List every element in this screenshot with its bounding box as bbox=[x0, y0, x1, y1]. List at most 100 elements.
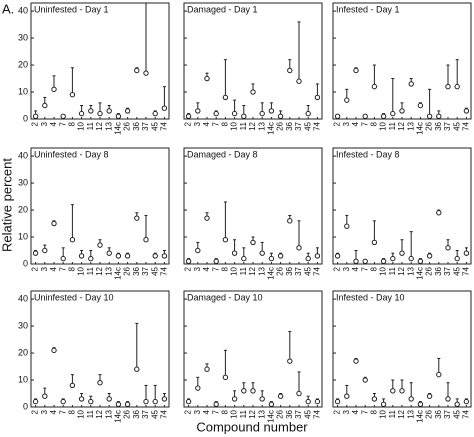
x-tick-label: 45 bbox=[452, 266, 461, 275]
x-tick-label: 45 bbox=[303, 121, 312, 130]
point bbox=[222, 237, 229, 243]
point bbox=[417, 258, 424, 265]
x-tick-label: 2 bbox=[31, 266, 40, 271]
point bbox=[334, 398, 341, 405]
panel-title: Infested - Day 8 bbox=[336, 149, 400, 159]
y-tick-label: 40 bbox=[18, 150, 28, 160]
x-tick-label: 11 bbox=[239, 121, 248, 130]
y-tick-label: 30 bbox=[18, 320, 28, 330]
point bbox=[161, 105, 168, 111]
x-tick-label: 10 bbox=[230, 121, 239, 130]
point bbox=[305, 255, 311, 262]
y-tick-label: 20 bbox=[18, 347, 28, 357]
x-tick-label: 37 bbox=[141, 409, 150, 418]
panel-title: Infested - Day 1 bbox=[336, 4, 400, 14]
x-tick-label: 36 bbox=[132, 266, 141, 275]
point bbox=[426, 393, 433, 399]
x-tick-label: 37 bbox=[294, 266, 303, 275]
point bbox=[161, 396, 168, 402]
x-tick-label: 36 bbox=[285, 409, 294, 418]
point bbox=[353, 67, 359, 74]
y-tick-label: 20 bbox=[18, 204, 28, 214]
y-tick-label: 40 bbox=[18, 5, 28, 15]
x-tick-label: 7 bbox=[58, 266, 67, 271]
x-tick-label: 3 bbox=[40, 121, 49, 126]
point bbox=[152, 110, 158, 117]
x-tick-label: 2 bbox=[184, 121, 193, 126]
y-tick-label: 30 bbox=[18, 32, 28, 42]
point bbox=[204, 215, 210, 221]
x-tick-label: 8 bbox=[68, 409, 77, 414]
point bbox=[344, 97, 350, 103]
x-tick-label: 36 bbox=[285, 266, 294, 275]
point bbox=[241, 255, 247, 262]
point bbox=[60, 113, 66, 120]
point bbox=[305, 398, 311, 405]
point bbox=[106, 250, 112, 256]
point bbox=[115, 113, 122, 120]
x-tick-label: 12 bbox=[95, 409, 104, 418]
point bbox=[204, 75, 210, 82]
point bbox=[454, 255, 460, 262]
point bbox=[69, 382, 76, 389]
x-axis-label: Compound number bbox=[196, 419, 308, 434]
x-tick-label: 11 bbox=[86, 409, 95, 418]
x-tick-label: 4 bbox=[49, 266, 58, 271]
point bbox=[334, 253, 341, 259]
y-tick-label: 10 bbox=[18, 231, 28, 241]
x-tick-label: 74 bbox=[462, 409, 471, 418]
x-tick-label: 36 bbox=[132, 121, 141, 130]
x-tick-label: 10 bbox=[77, 266, 86, 275]
point bbox=[69, 237, 76, 243]
x-tick-label: 11 bbox=[388, 266, 397, 275]
x-tick-label: 45 bbox=[452, 121, 461, 130]
point bbox=[195, 385, 201, 391]
x-tick-label: 8 bbox=[370, 121, 379, 126]
point bbox=[231, 110, 238, 117]
x-tick-label: 12 bbox=[248, 121, 257, 130]
x-tick-label: 45 bbox=[150, 266, 159, 275]
x-tick-label: 37 bbox=[294, 121, 303, 130]
point bbox=[115, 401, 122, 408]
y-tick-label: 10 bbox=[18, 86, 28, 96]
point bbox=[32, 398, 39, 405]
point bbox=[334, 113, 341, 120]
panel-frame bbox=[332, 2, 472, 120]
x-tick-label: 36 bbox=[132, 409, 141, 418]
x-tick-label: 3 bbox=[342, 121, 351, 126]
point bbox=[106, 396, 112, 402]
point bbox=[390, 255, 396, 262]
x-tick-label: 11 bbox=[388, 121, 397, 130]
x-tick-label: 10 bbox=[230, 409, 239, 418]
x-tick-label: 10 bbox=[379, 266, 388, 275]
point bbox=[277, 253, 284, 259]
point bbox=[287, 218, 293, 224]
point bbox=[426, 253, 433, 259]
point bbox=[213, 258, 219, 265]
x-tick-label: 74 bbox=[462, 266, 471, 275]
x-tick-label: 26 bbox=[425, 121, 434, 130]
point bbox=[60, 398, 66, 405]
x-tick-label: 36 bbox=[434, 266, 443, 275]
x-tick-label: 4 bbox=[49, 409, 58, 414]
point bbox=[296, 390, 302, 397]
point bbox=[380, 258, 387, 265]
panel-title: Damaged - Day 10 bbox=[187, 292, 263, 302]
panel-title: Damaged - Day 8 bbox=[187, 149, 258, 159]
x-tick-label: 74 bbox=[313, 121, 322, 130]
point bbox=[134, 215, 140, 221]
x-tick-label: 26 bbox=[276, 121, 285, 130]
x-tick-label: 8 bbox=[370, 266, 379, 271]
x-tick-label: 74 bbox=[313, 266, 322, 275]
panel-label: A. bbox=[2, 1, 14, 16]
point bbox=[134, 67, 140, 74]
x-tick-label: 7 bbox=[360, 409, 369, 414]
point bbox=[195, 108, 201, 114]
point bbox=[134, 366, 140, 372]
x-tick-label: 26 bbox=[123, 409, 132, 418]
point bbox=[241, 113, 247, 120]
point bbox=[445, 245, 451, 251]
y-tick-label: 0 bbox=[23, 258, 28, 268]
point bbox=[51, 347, 57, 354]
point bbox=[259, 110, 265, 117]
